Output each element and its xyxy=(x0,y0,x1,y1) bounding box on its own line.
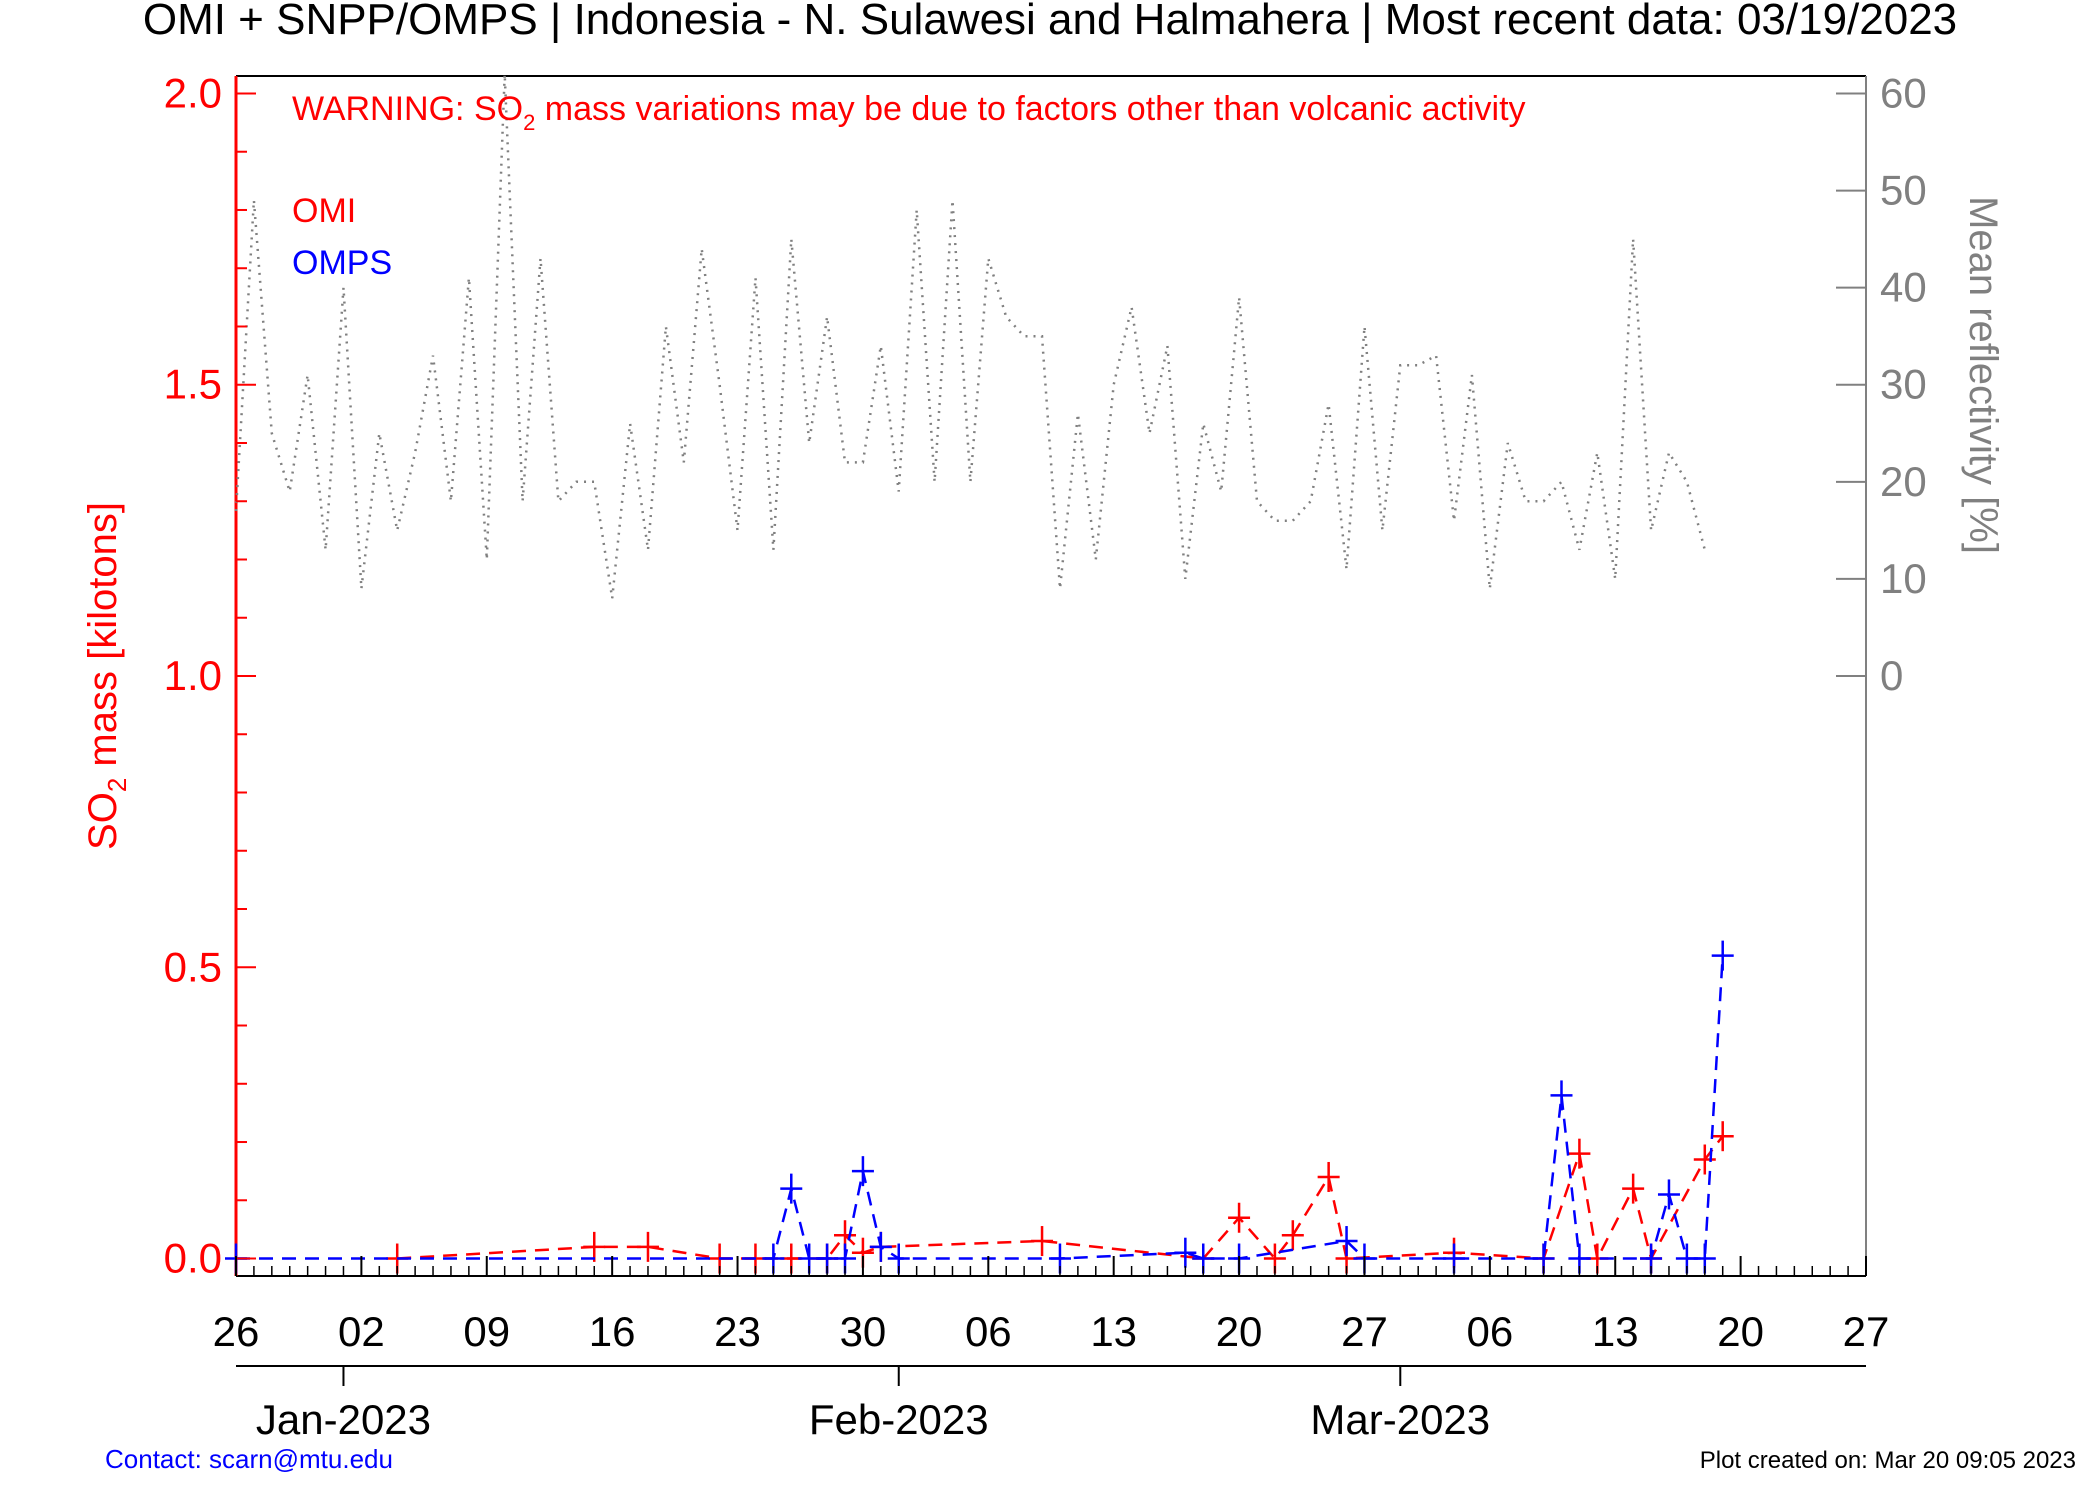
left-tick-label: 2.0 xyxy=(164,69,222,116)
omps-point xyxy=(851,1156,874,1187)
x-tick-label: 13 xyxy=(1090,1308,1137,1355)
omps-point xyxy=(1550,1080,1573,1111)
right-tick-label: 10 xyxy=(1880,555,1927,602)
left-axis-title: SO2 mass [kilotons] xyxy=(81,502,132,850)
omi-point xyxy=(1317,1161,1340,1192)
x-tick-label: 30 xyxy=(840,1308,887,1355)
omps-point xyxy=(780,1173,803,1204)
right-tick-label: 30 xyxy=(1880,361,1927,408)
omi-point xyxy=(636,1231,659,1262)
left-tick-label: 1.0 xyxy=(164,652,222,699)
omps-point xyxy=(1657,1179,1680,1210)
x-tick-label: 06 xyxy=(965,1308,1012,1355)
omi-point xyxy=(1281,1220,1304,1251)
x-tick-label: 23 xyxy=(714,1308,761,1355)
month-label: Feb-2023 xyxy=(809,1396,989,1443)
legend-omps: OMPS xyxy=(292,244,392,282)
x-tick-label: 27 xyxy=(1341,1308,1388,1355)
right-tick-label: 60 xyxy=(1880,69,1927,116)
x-tick-label: 13 xyxy=(1592,1308,1639,1355)
right-tick-label: 50 xyxy=(1880,167,1927,214)
omps-point xyxy=(869,1231,892,1262)
month-label: Jan-2023 xyxy=(256,1396,431,1443)
left-tick-label: 0.0 xyxy=(164,1235,222,1282)
omi-point xyxy=(1568,1138,1591,1169)
x-tick-label: 02 xyxy=(338,1308,385,1355)
contact-text: Contact: scarn@mtu.edu xyxy=(105,1444,393,1474)
x-tick-label: 20 xyxy=(1717,1308,1764,1355)
x-tick-label: 26 xyxy=(213,1308,260,1355)
x-tick-label: 06 xyxy=(1466,1308,1513,1355)
omi-point xyxy=(1031,1226,1054,1257)
omps-point xyxy=(1174,1237,1197,1268)
plot-created-text: Plot created on: Mar 20 09:05 2023 xyxy=(1700,1447,2076,1474)
left-tick-label: 1.5 xyxy=(164,361,222,408)
omps-point xyxy=(1335,1226,1358,1257)
month-label: Mar-2023 xyxy=(1310,1396,1490,1443)
omps-point xyxy=(1711,940,1734,971)
omi-point xyxy=(583,1231,606,1262)
warning-text: WARNING: SO2 mass variations may be due … xyxy=(292,90,1526,135)
right-axis-title: Mean reflectivity [%] xyxy=(1961,196,2005,554)
axes-layer: 0.0 0.5 1.0 1.5 2.0 0 10 20 30 40 50 60 26 02 09 16 23 30… xyxy=(164,69,1927,1443)
x-tick-label: 16 xyxy=(589,1308,636,1355)
x-tick-label: 20 xyxy=(1216,1308,1263,1355)
omi-point xyxy=(1693,1144,1716,1175)
right-tick-label: 20 xyxy=(1880,458,1927,505)
x-tick-label: 27 xyxy=(1843,1308,1890,1355)
omi-point xyxy=(1228,1202,1251,1233)
legend-omi: OMI xyxy=(292,192,356,230)
chart-title: OMI + SNPP/OMPS | Indonesia - N. Sulawes… xyxy=(143,0,1957,44)
left-tick-label: 0.5 xyxy=(164,943,222,990)
omi-point xyxy=(1622,1173,1645,1204)
omi-point xyxy=(1711,1121,1734,1152)
right-tick-label: 40 xyxy=(1880,264,1927,311)
x-tick-label: 09 xyxy=(463,1308,510,1355)
right-tick-label: 0 xyxy=(1880,652,1903,699)
